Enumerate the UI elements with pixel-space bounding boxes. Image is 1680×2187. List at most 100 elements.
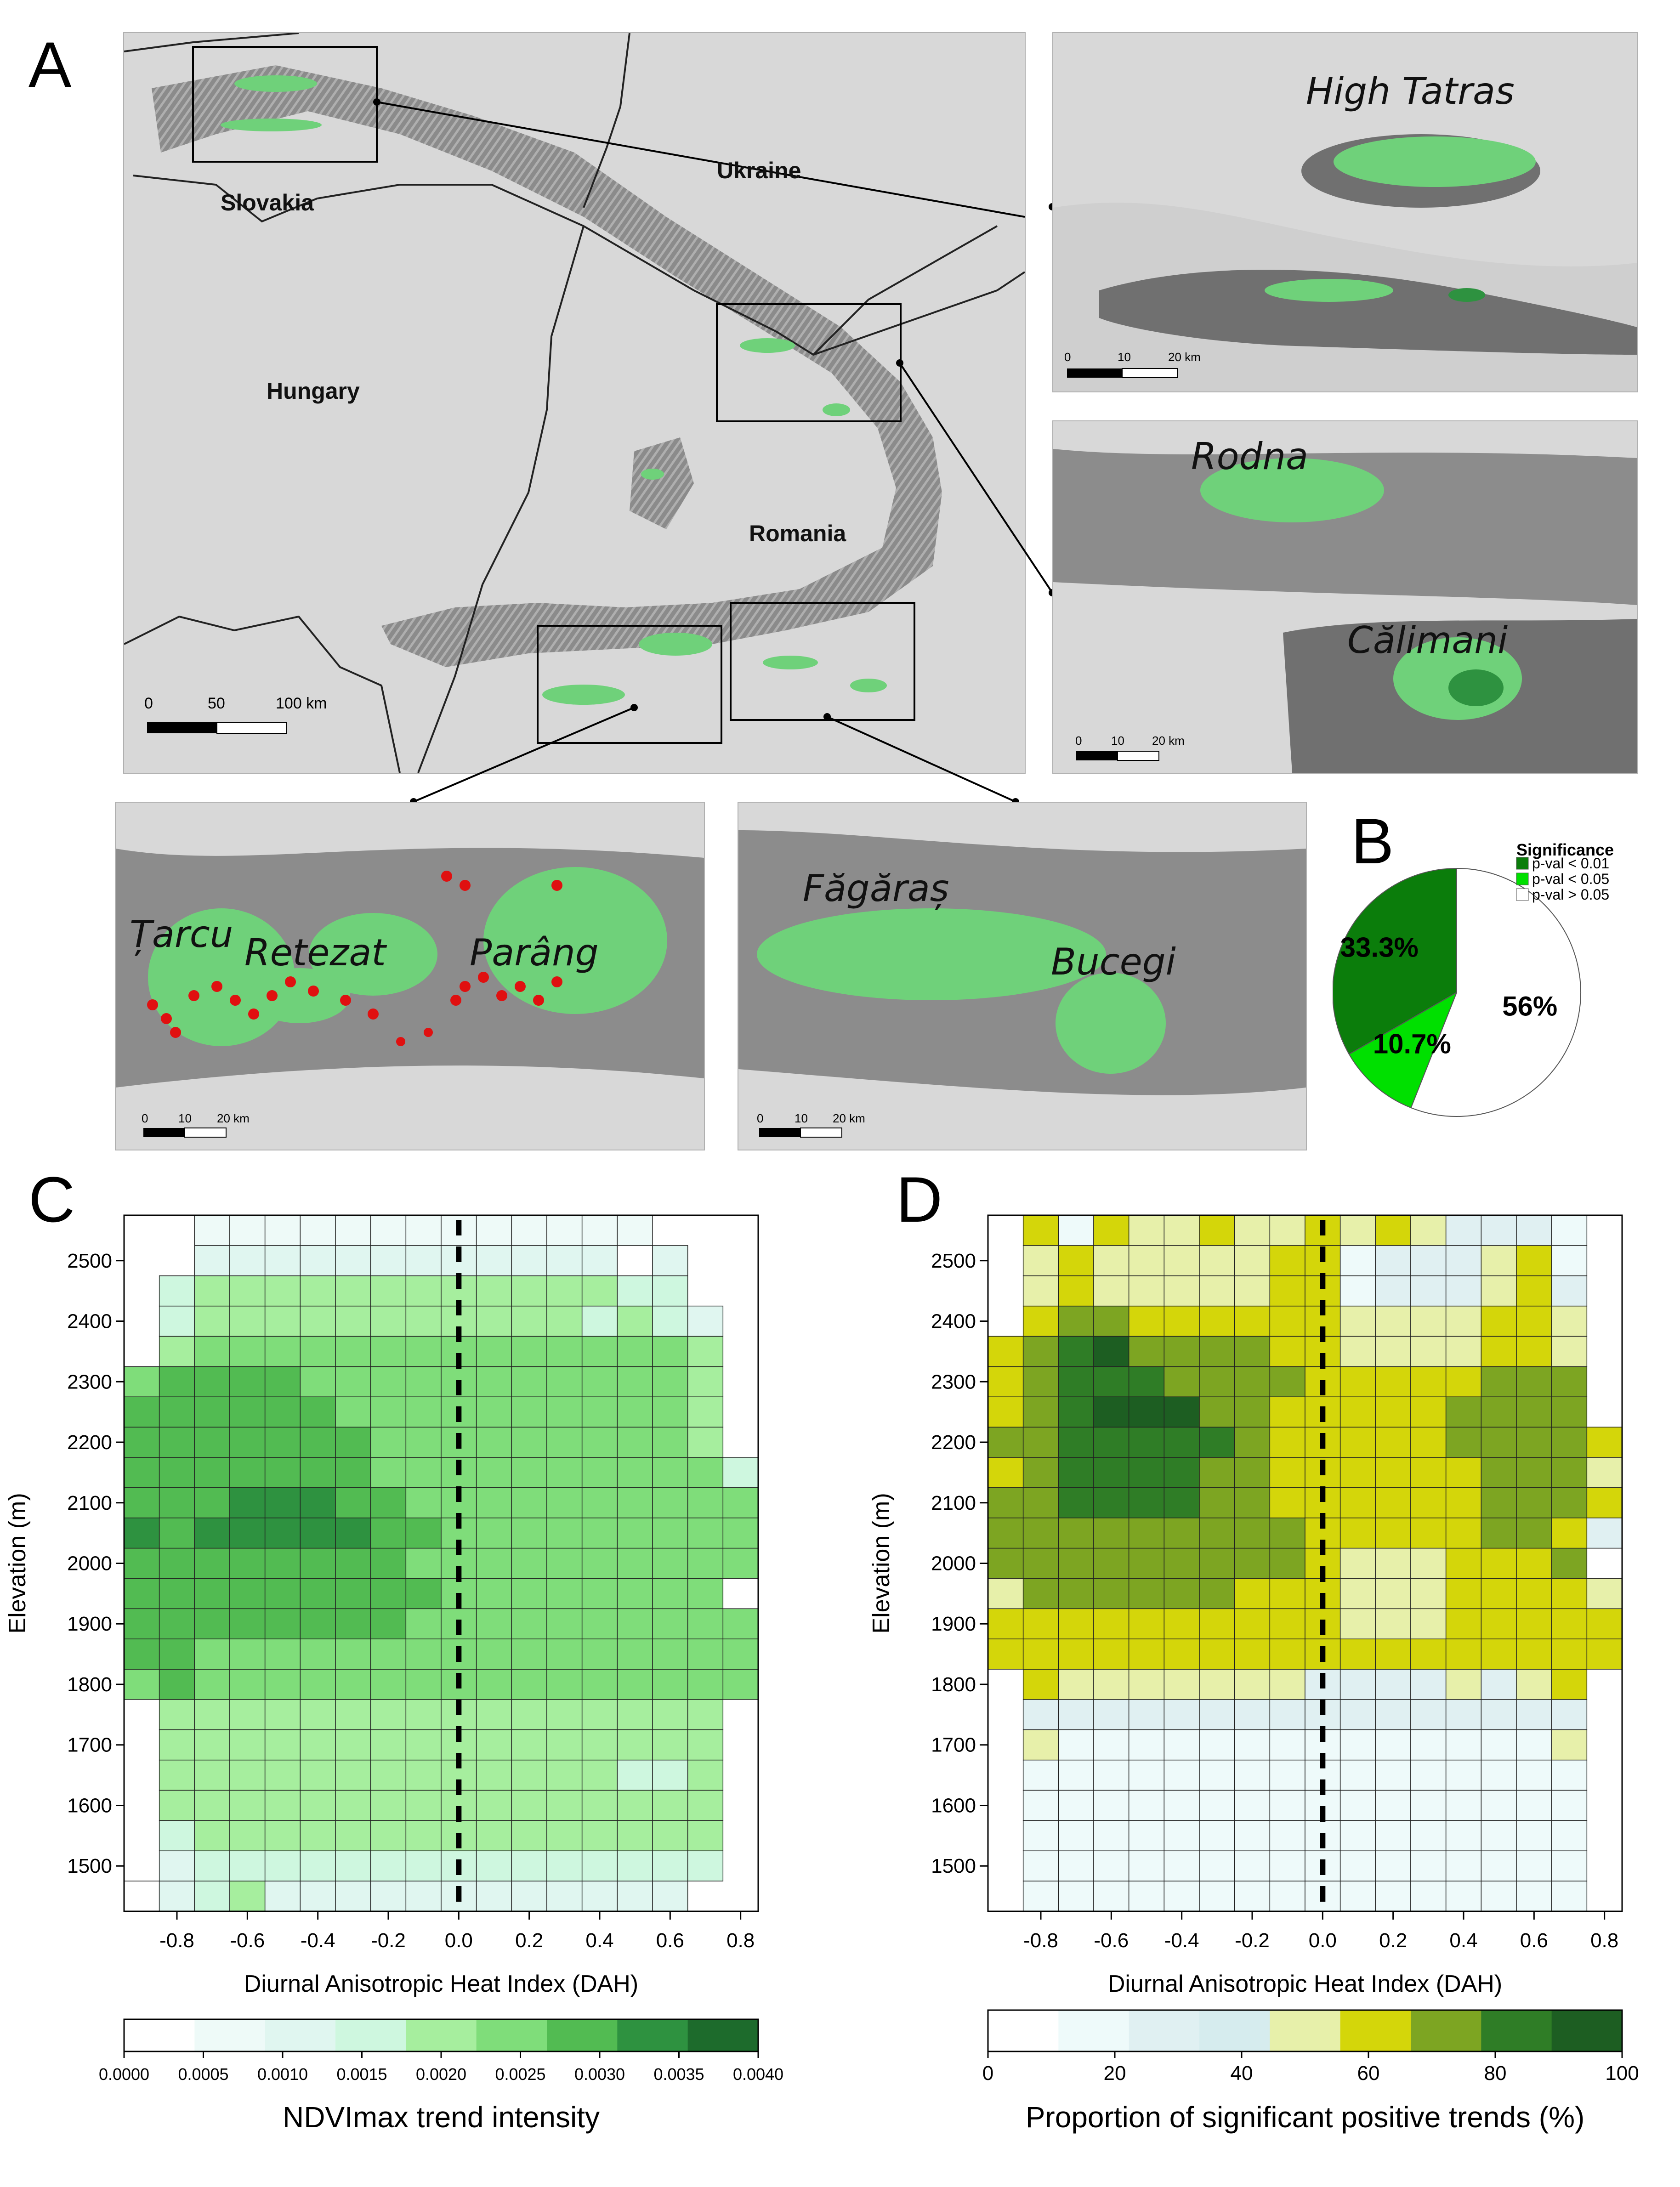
heatmap-cell <box>1445 1336 1482 1367</box>
heatmap-cell <box>617 1729 653 1761</box>
heatmap-cell <box>405 1396 442 1428</box>
x-tick-label: 0.2 <box>515 1929 543 1952</box>
heatmap-cell <box>1058 1457 1094 1488</box>
heatmap-cell <box>687 1517 724 1549</box>
heatmap-cell <box>1058 1336 1094 1367</box>
heatmap-cell <box>1445 1215 1482 1246</box>
heatmap-cell <box>476 1517 512 1549</box>
heatmap-cell <box>1516 1881 1552 1912</box>
heatmap-cell <box>652 1850 688 1881</box>
heatmap-cell <box>546 1427 583 1458</box>
heatmap-cell <box>546 1850 583 1881</box>
heatmap-cell <box>1234 1366 1271 1397</box>
heatmap-cell <box>511 1427 547 1458</box>
heatmap-cell <box>229 1547 266 1579</box>
heatmap-cell <box>687 1396 724 1428</box>
heatmap-cell <box>1022 1547 1059 1579</box>
heatmap-cell <box>617 1608 653 1639</box>
heatmap-cell <box>546 1638 583 1670</box>
heatmap-cell <box>1022 1396 1059 1428</box>
colorbar-segment <box>547 2019 618 2051</box>
heatmap-cell <box>1234 1759 1271 1791</box>
heatmap-cell <box>1445 1517 1482 1549</box>
heatmap-cell <box>1339 1638 1376 1670</box>
heatmap-cell <box>1128 1427 1165 1458</box>
heatmap-cell <box>1375 1820 1411 1852</box>
heatmap-cell <box>1269 1881 1305 1912</box>
heatmap-cell <box>1375 1215 1411 1246</box>
heatmap-cell <box>722 1487 759 1518</box>
x-tick-label: 0.8 <box>1590 1929 1618 1952</box>
heatmap-cell <box>476 1820 512 1852</box>
heatmap-cell <box>1022 1578 1059 1609</box>
heatmap-cell <box>441 1850 477 1881</box>
heatmap-cell <box>335 1790 371 1821</box>
x-tick-label: -0.2 <box>1235 1929 1270 1952</box>
heatmap-cell <box>1234 1881 1271 1912</box>
heatmap-cell <box>1058 1578 1094 1609</box>
heatmap-cell <box>1128 1669 1165 1700</box>
heatmap-cell <box>476 1366 512 1397</box>
heatmap-cell <box>1058 1245 1094 1276</box>
y-tick-label: 1600 <box>67 1794 112 1817</box>
heatmap-cell <box>581 1759 618 1791</box>
heatmap-cell <box>581 1881 618 1912</box>
heatmap-cell <box>1445 1729 1482 1761</box>
heatmap-cell <box>264 1305 301 1337</box>
heatmap-cell <box>1410 1669 1447 1700</box>
heatmap-cell <box>194 1699 230 1730</box>
heatmap-cell <box>1375 1547 1411 1579</box>
heatmap-cell <box>264 1396 301 1428</box>
heatmap-cell <box>1410 1790 1447 1821</box>
heatmap-cell <box>335 1396 371 1428</box>
heatmap-cell <box>617 1881 653 1912</box>
heatmap-cell <box>687 1699 724 1730</box>
heatmap-cell <box>405 1427 442 1458</box>
heatmap-cell <box>229 1759 266 1791</box>
panel-label-b: B <box>1351 805 1394 877</box>
heatmap-cell <box>1093 1215 1129 1246</box>
heatmap-cell <box>1164 1759 1200 1791</box>
heatmap-cell <box>1022 1790 1059 1821</box>
heatmap-cell <box>1375 1457 1411 1488</box>
heatmap-cell <box>1516 1850 1552 1881</box>
heatmap-cell <box>1481 1517 1517 1549</box>
heatmap-cell <box>476 1759 512 1791</box>
heatmap-cell <box>1375 1517 1411 1549</box>
heatmap-cell <box>1269 1517 1305 1549</box>
heatmap-cell <box>1164 1850 1200 1881</box>
heatmap-cell <box>1586 1547 1623 1579</box>
heatmap-cell <box>1269 1608 1305 1639</box>
heatmap-cell <box>124 1366 160 1397</box>
heatmap-cell <box>1410 1366 1447 1397</box>
heatmap-cell <box>1445 1547 1482 1579</box>
heatmap-cell <box>581 1850 618 1881</box>
heatmap-cell <box>1093 1366 1129 1397</box>
heatmap-cell <box>1199 1820 1235 1852</box>
heatmap-cell <box>405 1487 442 1518</box>
heatmap-cell <box>1481 1820 1517 1852</box>
heatmap-cell <box>229 1245 266 1276</box>
heatmap-cell <box>1128 1729 1165 1761</box>
heatmap-cell <box>546 1699 583 1730</box>
heatmap-cell <box>1199 1790 1235 1821</box>
heatmap-cell <box>1445 1881 1482 1912</box>
pie-chart: 33.3%10.7%56% Significance p-val < 0.01p… <box>1333 840 1614 1117</box>
heatmap-cell <box>1375 1759 1411 1791</box>
heatmap-cell <box>1410 1699 1447 1730</box>
heatmap-cell <box>581 1275 618 1307</box>
heatmap-cell <box>370 1366 407 1397</box>
heatmap-cell <box>194 1305 230 1337</box>
heatmap-cell <box>1199 1305 1235 1337</box>
label-bucegi: Bucegi <box>1051 941 1176 983</box>
colorbar-tick-label: 80 <box>1484 2062 1507 2085</box>
heatmap-cell <box>1058 1547 1094 1579</box>
heatmap-cell <box>194 1850 230 1881</box>
heatmap-cell <box>1551 1487 1588 1518</box>
heatmap-cell <box>194 1729 230 1761</box>
heatmap-cell <box>1093 1396 1129 1428</box>
heatmap-cell <box>988 1487 1024 1518</box>
x-tick-label: -0.8 <box>1023 1929 1058 1952</box>
heatmap-cell <box>1445 1366 1482 1397</box>
x-tick-label: -0.4 <box>301 1929 335 1952</box>
